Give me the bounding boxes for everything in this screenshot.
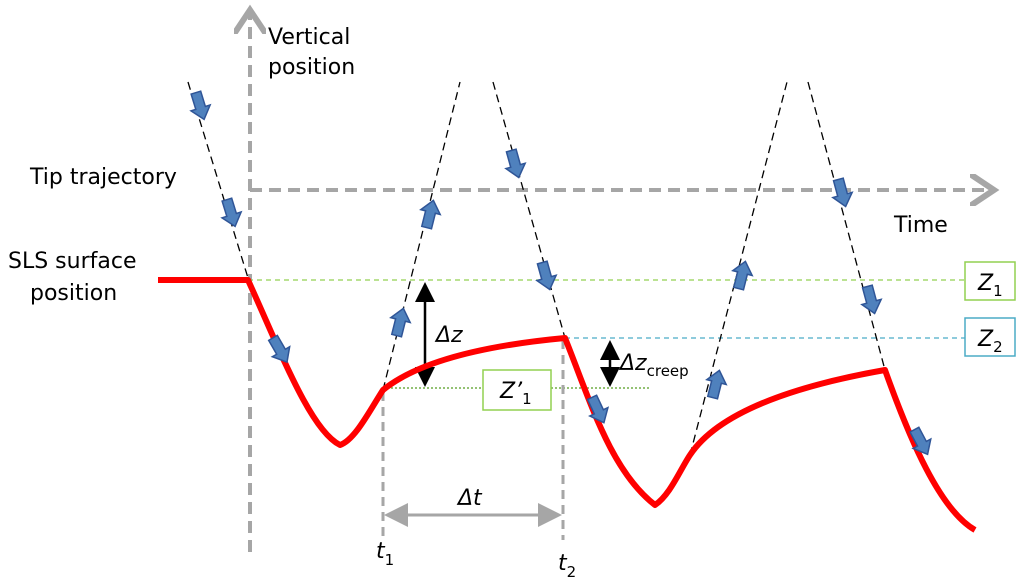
text-part: 2 xyxy=(993,338,1003,356)
text-part: Z’ xyxy=(499,379,523,404)
text-part: SLS surface xyxy=(8,249,137,274)
text-part: position xyxy=(30,281,117,306)
text-part: t xyxy=(558,551,568,576)
text-part: 1 xyxy=(385,551,395,569)
t1-label: t1 xyxy=(376,539,394,569)
time-label: Time xyxy=(893,213,948,238)
delta-z-creep-label: Δzcreep xyxy=(618,351,689,380)
z2-box xyxy=(964,317,1016,357)
vertical-axis-label: Vertical position xyxy=(268,25,355,80)
z1-label: Z1 xyxy=(977,271,1003,300)
sls-surface-label: SLS surface position xyxy=(8,249,137,306)
text-part: 1 xyxy=(993,282,1003,300)
tip-trajectory-label: Tip trajectory xyxy=(29,165,177,190)
surface-curve xyxy=(158,277,977,533)
t2-label: t2 xyxy=(558,551,576,581)
text-part: Δz xyxy=(618,351,647,376)
z1-prime-box xyxy=(482,369,552,411)
text-part: Z xyxy=(977,271,994,296)
text-part: creep xyxy=(647,362,689,380)
motion-arrows xyxy=(185,88,938,460)
z1-prime-label: Z’1 xyxy=(499,379,532,408)
z1-box xyxy=(964,261,1016,301)
text-part: Z xyxy=(977,327,994,352)
text-part: 1 xyxy=(522,390,532,408)
delta-z-label: Δz xyxy=(434,323,463,348)
text-part: 2 xyxy=(567,563,577,581)
tip-trajectory xyxy=(187,81,886,456)
text-part: t xyxy=(376,539,386,564)
delta-t-label: Δt xyxy=(456,486,483,511)
text-part: position xyxy=(268,55,355,80)
text-part: Vertical xyxy=(268,25,350,50)
z2-label: Z2 xyxy=(977,327,1003,356)
